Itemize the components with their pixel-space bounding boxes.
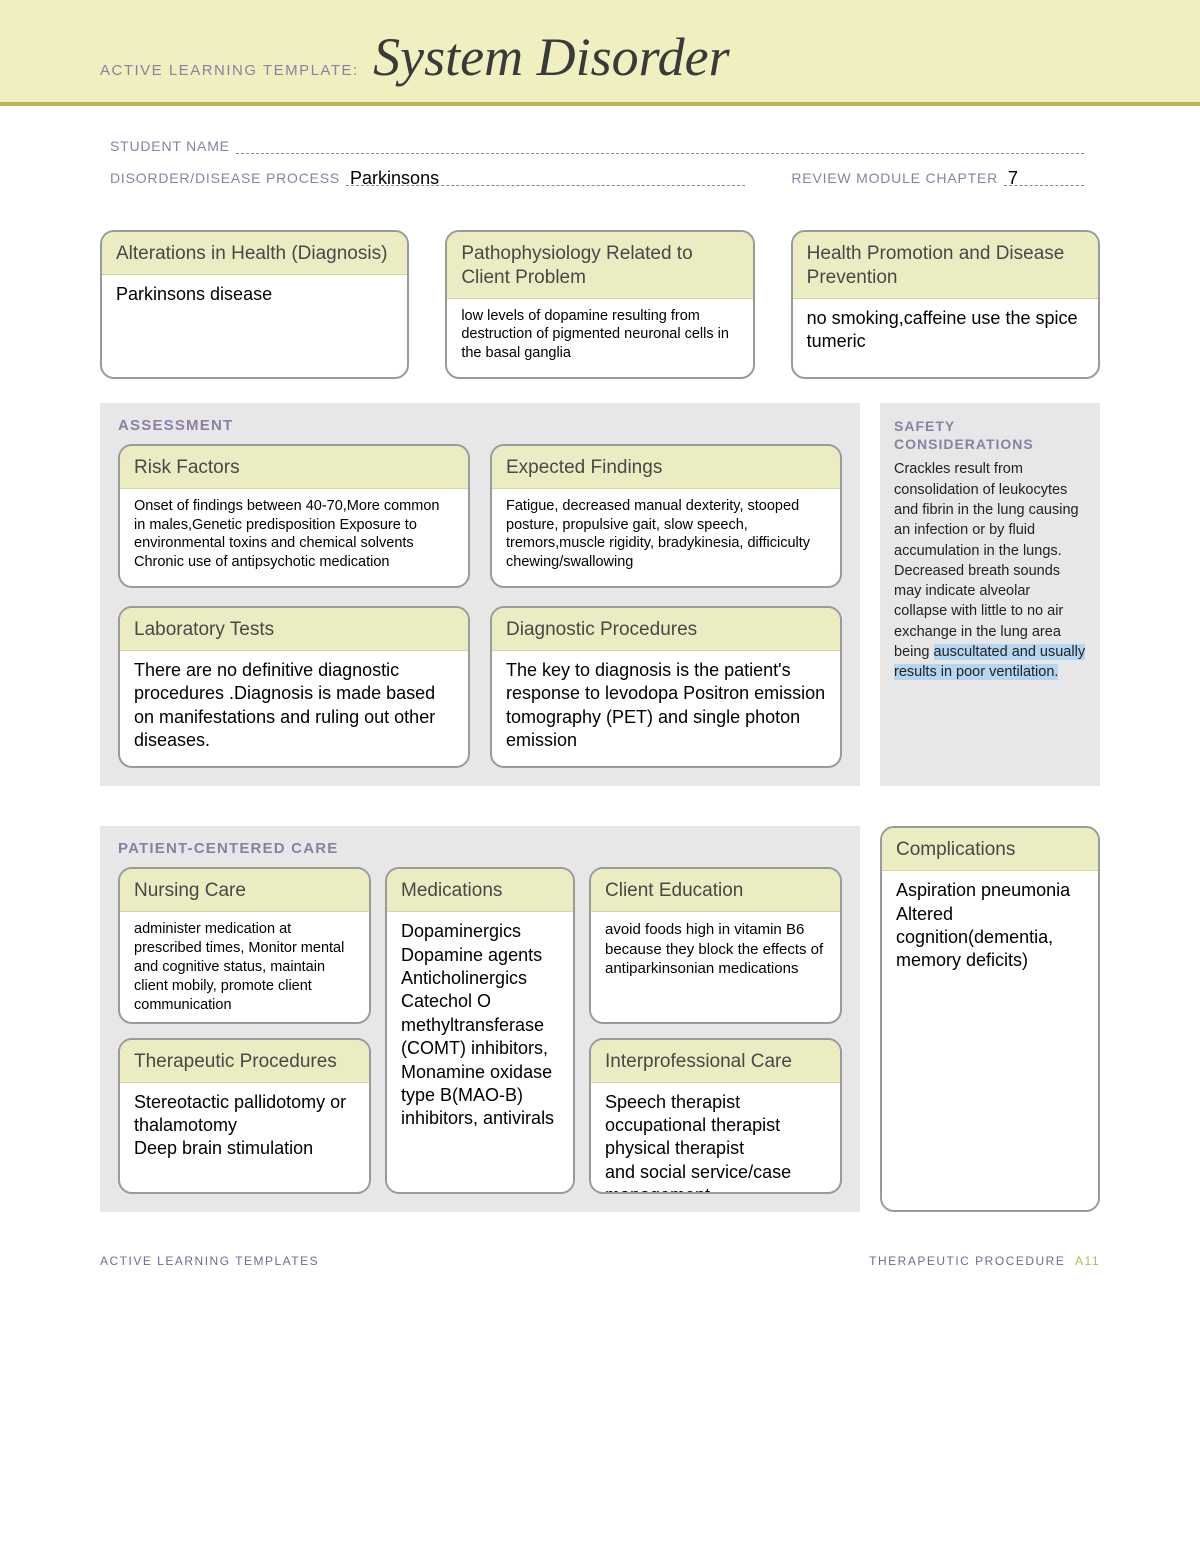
student-row: STUDENT NAME [110, 136, 1090, 154]
card-header: Client Education [591, 869, 840, 912]
chapter-value[interactable]: 7 [1004, 168, 1084, 186]
card-body: Aspiration pneumonia Altered cognition(d… [882, 871, 1098, 1210]
card-header: Alterations in Health (Diagnosis) [102, 232, 407, 275]
banner-title: System Disorder [373, 27, 729, 87]
card-body: Parkinsons disease [102, 275, 407, 377]
card-header: Complications [882, 828, 1098, 871]
card-header: Diagnostic Procedures [492, 608, 840, 651]
disorder-label: DISORDER/DISEASE PROCESS [110, 170, 340, 186]
card-nursing-care: Nursing Care administer medication at pr… [118, 867, 371, 1023]
card-body: Fatigue, decreased manual dexterity, sto… [492, 489, 840, 586]
card-header: Risk Factors [120, 446, 468, 489]
card-header: Medications [387, 869, 573, 912]
footer-right-label: THERAPEUTIC PROCEDURE [869, 1254, 1065, 1268]
footer-left: ACTIVE LEARNING TEMPLATES [100, 1254, 319, 1268]
header-fields: STUDENT NAME DISORDER/DISEASE PROCESS Pa… [0, 106, 1200, 230]
card-expected-findings: Expected Findings Fatigue, decreased man… [490, 444, 842, 588]
top-cards: Alterations in Health (Diagnosis) Parkin… [100, 230, 1100, 379]
card-header: Expected Findings [492, 446, 840, 489]
disorder-value[interactable]: Parkinsons [346, 168, 745, 186]
section-title: PATIENT-CENTERED CARE [118, 840, 842, 857]
footer: ACTIVE LEARNING TEMPLATES THERAPEUTIC PR… [100, 1254, 1100, 1268]
student-label: STUDENT NAME [110, 138, 230, 154]
section-title: ASSESSMENT [118, 417, 842, 434]
card-header: Pathophysiology Related to Client Proble… [447, 232, 752, 299]
card-body: There are no definitive diagnostic proce… [120, 651, 468, 767]
assessment-section: ASSESSMENT Risk Factors Onset of finding… [100, 403, 860, 786]
card-body: avoid foods high in vitamin B6 because t… [591, 912, 840, 1022]
card-medications: Medications Dopaminergics Dopamine agent… [385, 867, 575, 1194]
disorder-row: DISORDER/DISEASE PROCESS Parkinsons REVI… [110, 168, 1090, 186]
card-alterations: Alterations in Health (Diagnosis) Parkin… [100, 230, 409, 379]
safety-pre: Crackles result from consolidation of le… [894, 461, 1079, 660]
card-body: The key to diagnosis is the patient's re… [492, 651, 840, 767]
banner: ACTIVE LEARNING TEMPLATE: System Disorde… [0, 0, 1200, 106]
card-health-promotion: Health Promotion and Disease Prevention … [791, 230, 1100, 379]
safety-body: Crackles result from consolidation of le… [894, 459, 1086, 682]
card-client-education: Client Education avoid foods high in vit… [589, 867, 842, 1023]
card-header: Interprofessional Care [591, 1040, 840, 1083]
pcc-row: PATIENT-CENTERED CARE Nursing Care admin… [100, 826, 1100, 1212]
card-body: no smoking,caffeine use the spice tumeri… [793, 299, 1098, 378]
card-body: Speech therapist occupational therapist … [591, 1083, 840, 1195]
card-header: Therapeutic Procedures [120, 1040, 369, 1083]
card-laboratory-tests: Laboratory Tests There are no definitive… [118, 606, 470, 768]
card-body: Dopaminergics Dopamine agents Anticholin… [387, 912, 573, 1192]
card-body: low levels of dopamine resulting from de… [447, 299, 752, 378]
page-number: A11 [1075, 1254, 1100, 1268]
safety-title: SAFETY CONSIDERATIONS [894, 417, 1086, 453]
card-interprofessional-care: Interprofessional Care Speech therapist … [589, 1038, 842, 1194]
assessment-row: ASSESSMENT Risk Factors Onset of finding… [100, 403, 1100, 826]
chapter-label: REVIEW MODULE CHAPTER [791, 170, 998, 186]
card-complications: Complications Aspiration pneumonia Alter… [880, 826, 1100, 1212]
card-body: Stereotactic pallidotomy or thalamotomy … [120, 1083, 369, 1193]
card-pathophysiology: Pathophysiology Related to Client Proble… [445, 230, 754, 379]
student-value[interactable] [236, 136, 1084, 154]
card-body: administer medication at prescribed time… [120, 912, 369, 1024]
card-header: Health Promotion and Disease Prevention [793, 232, 1098, 299]
card-therapeutic-procedures: Therapeutic Procedures Stereotactic pall… [118, 1038, 371, 1194]
complications-sidebar: Complications Aspiration pneumonia Alter… [880, 826, 1100, 1212]
safety-sidebar: SAFETY CONSIDERATIONS Crackles result fr… [880, 403, 1100, 786]
card-header: Nursing Care [120, 869, 369, 912]
pcc-section: PATIENT-CENTERED CARE Nursing Care admin… [100, 826, 860, 1212]
card-risk-factors: Risk Factors Onset of findings between 4… [118, 444, 470, 588]
card-diagnostic-procedures: Diagnostic Procedures The key to diagnos… [490, 606, 842, 768]
banner-prefix: ACTIVE LEARNING TEMPLATE: [100, 62, 359, 79]
card-header: Laboratory Tests [120, 608, 468, 651]
footer-right: THERAPEUTIC PROCEDURE A11 [869, 1254, 1100, 1268]
card-body: Onset of findings between 40-70,More com… [120, 489, 468, 586]
